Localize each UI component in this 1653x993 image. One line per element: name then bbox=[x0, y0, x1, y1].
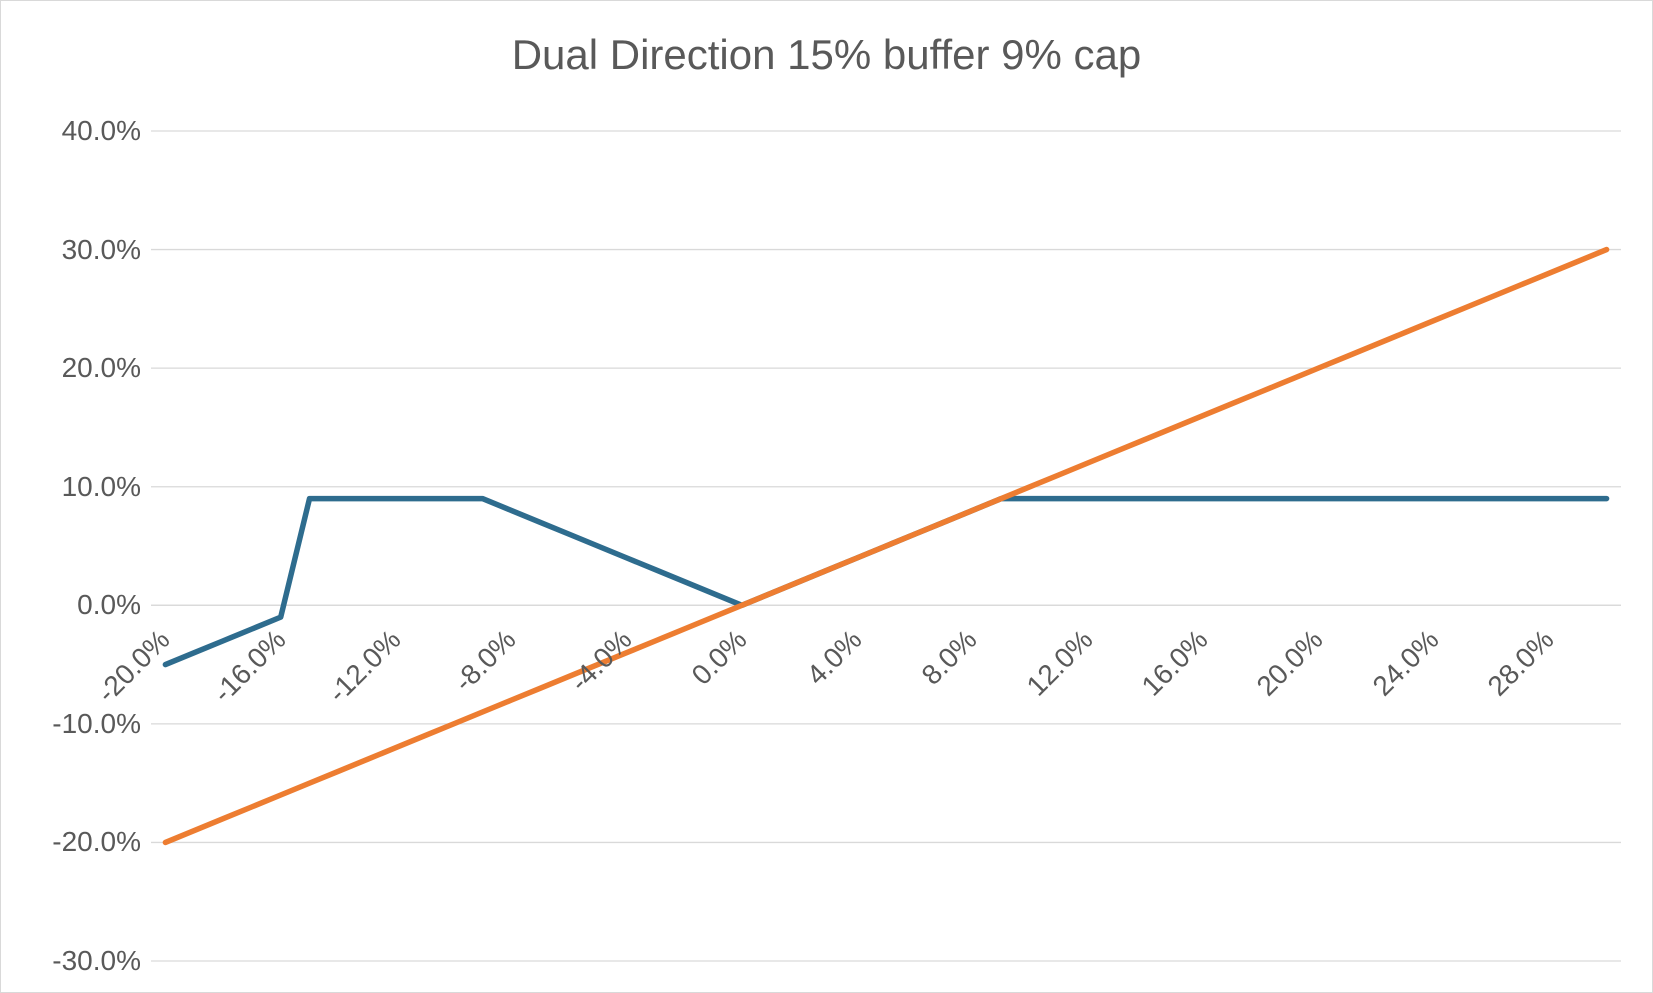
y-tick-label: 40.0% bbox=[62, 115, 151, 147]
y-tick-label: -30.0% bbox=[52, 945, 151, 977]
chart-container: Dual Direction 15% buffer 9% cap -30.0%-… bbox=[0, 0, 1653, 993]
y-tick-label: -20.0% bbox=[52, 826, 151, 858]
chart-title: Dual Direction 15% buffer 9% cap bbox=[1, 31, 1652, 79]
y-tick-label: 20.0% bbox=[62, 352, 151, 384]
y-tick-label: 0.0% bbox=[77, 589, 151, 621]
plot-area: -30.0%-20.0%-10.0%0.0%10.0%20.0%30.0%40.… bbox=[151, 131, 1621, 961]
y-tick-label: 10.0% bbox=[62, 471, 151, 503]
plot-svg bbox=[151, 131, 1621, 961]
y-tick-label: 30.0% bbox=[62, 234, 151, 266]
